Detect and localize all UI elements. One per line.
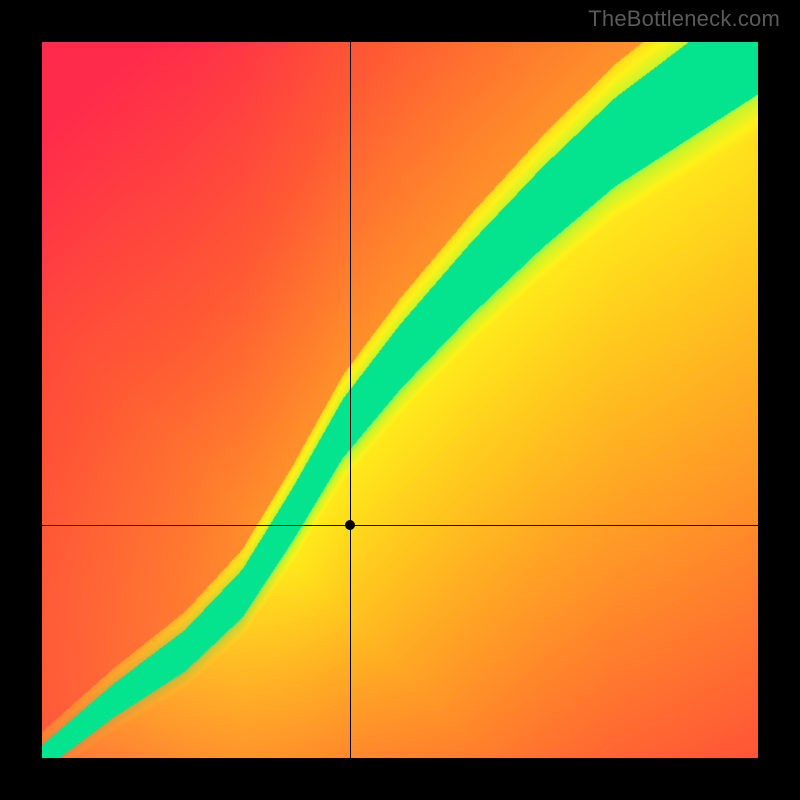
heatmap-canvas bbox=[42, 42, 758, 758]
chart-container: TheBottleneck.com bbox=[0, 0, 800, 800]
crosshair-vertical bbox=[350, 42, 351, 758]
data-point bbox=[345, 520, 355, 530]
watermark-text: TheBottleneck.com bbox=[588, 6, 780, 32]
plot-area bbox=[42, 42, 758, 758]
crosshair-horizontal bbox=[42, 525, 758, 526]
